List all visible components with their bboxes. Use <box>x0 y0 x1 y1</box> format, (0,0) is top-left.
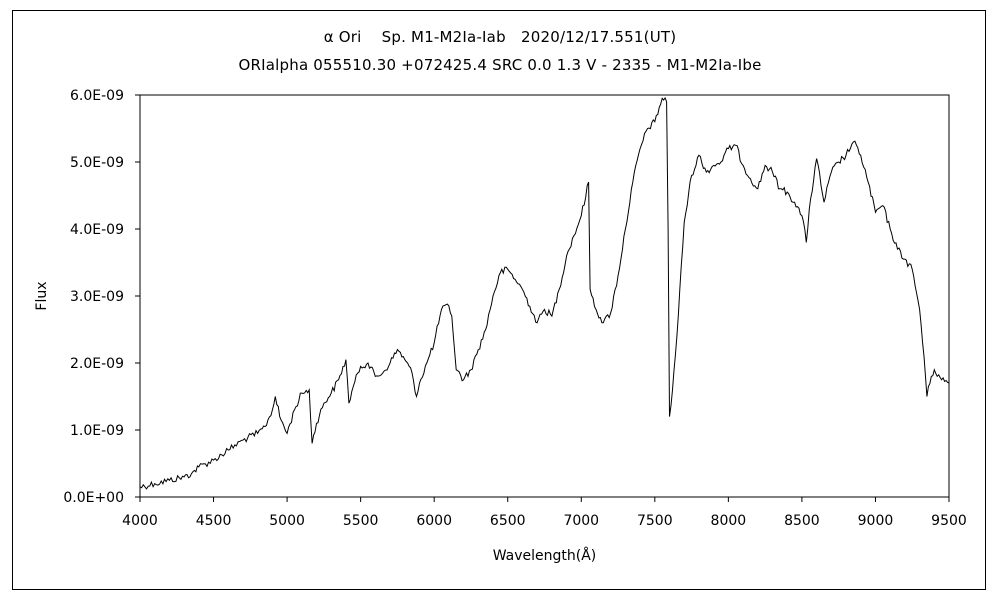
y-tick-label: 6.0E-09 <box>70 88 124 104</box>
y-tick-label: 0.0E+00 <box>63 490 124 506</box>
x-tick-label: 6000 <box>416 513 452 529</box>
x-tick-label: 4500 <box>196 513 232 529</box>
spectrum-line <box>139 96 950 490</box>
x-tick-label: 8500 <box>784 513 820 529</box>
x-tick-label: 6500 <box>490 513 526 529</box>
y-tick-label: 3.0E-09 <box>70 289 124 305</box>
chart-title: α Ori Sp. M1-M2Ia-Iab 2020/12/17.551(UT) <box>323 28 677 46</box>
x-tick-label: 4000 <box>122 513 158 529</box>
y-tick-label: 1.0E-09 <box>70 423 124 439</box>
x-tick-label: 7500 <box>637 513 673 529</box>
x-tick-label: 5000 <box>269 513 305 529</box>
x-axis: 4000 4500 5000 5500 6000 6500 7000 7500 8000 8500… <box>122 497 967 529</box>
x-tick-label: 9000 <box>858 513 894 529</box>
x-tick-label: 5500 <box>343 513 379 529</box>
y-tick-label: 4.0E-09 <box>70 222 124 238</box>
y-tick-label: 2.0E-09 <box>70 356 124 372</box>
x-tick-label: 7000 <box>563 513 599 529</box>
x-tick-label: 8000 <box>711 513 747 529</box>
x-tick-label: 9500 <box>931 513 967 529</box>
y-axis: 0.0E+00 1.0E-09 2.0E-09 3.0E-09 4.0E-09 5.0E-… <box>63 88 140 506</box>
y-axis-label: Flux <box>34 281 50 310</box>
plot-area <box>139 94 950 498</box>
chart-subtitle: ORIalpha 055510.30 +072425.4 SRC 0.0 1.3… <box>238 56 762 74</box>
x-axis-label: Wavelength(Å) <box>493 547 597 564</box>
y-tick-label: 5.0E-09 <box>70 155 124 171</box>
